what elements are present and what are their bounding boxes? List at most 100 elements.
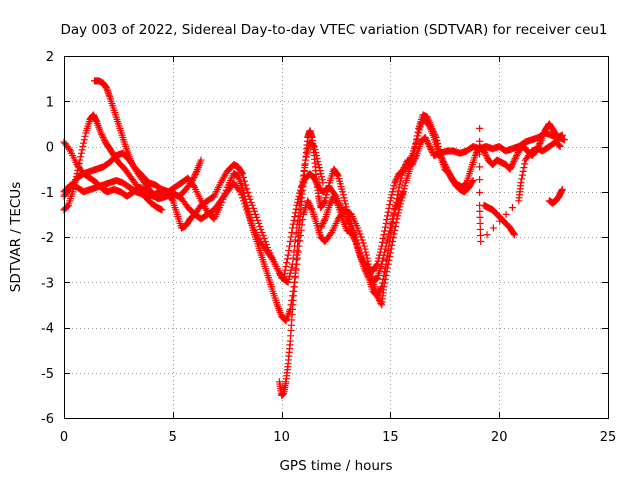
plus-marker [339,188,347,196]
plus-marker [325,182,333,190]
plus-marker [333,171,341,179]
plus-marker [429,127,437,135]
plus-marker [294,248,302,256]
plus-marker [382,271,390,279]
plus-marker [380,283,388,291]
plus-marker [246,215,254,223]
plus-marker [283,255,291,263]
plus-marker [426,144,434,152]
plus-marker [392,203,400,211]
plus-marker [285,275,293,283]
plus-marker [428,147,436,155]
plus-marker [253,213,261,221]
plus-marker [381,275,389,283]
plus-marker [268,254,276,262]
plus-marker [391,206,399,214]
plus-marker [319,179,327,187]
plus-marker [381,245,389,253]
plus-marker [367,274,375,282]
plus-marker [462,179,470,187]
series-track-i [545,185,566,207]
plus-marker [80,139,88,147]
plus-marker [381,248,389,256]
y-tick-label: 0 [46,141,54,156]
plus-marker [189,182,197,190]
plus-marker [389,238,397,246]
plus-marker [521,160,529,168]
plus-marker [288,263,296,271]
plus-marker [536,139,544,147]
plus-marker [396,180,404,188]
y-tick-label: -1 [41,186,54,201]
data-points [60,77,568,399]
plus-marker [389,188,397,196]
plus-marker [397,192,405,200]
y-tick-label: -6 [41,412,54,427]
plus-marker [506,165,514,173]
plus-marker [389,212,397,220]
plus-marker [77,153,85,161]
plus-marker [244,189,252,197]
plus-marker [476,201,484,209]
plus-marker [362,265,370,273]
plus-marker [476,137,484,145]
plus-marker [518,175,526,183]
plus-marker [507,164,515,172]
plus-marker [281,270,289,278]
plus-marker [509,159,517,167]
plus-marker [399,189,407,197]
plus-marker [250,207,258,215]
plus-marker [519,167,527,175]
plus-marker [158,206,166,214]
plus-marker [298,182,306,190]
y-tick-label: 2 [46,50,54,65]
plus-marker [307,204,315,212]
plus-marker [391,226,399,234]
plus-marker [351,236,359,244]
series-track-j [476,124,564,246]
plus-marker [395,183,403,191]
plus-marker [428,126,436,134]
plus-marker [241,200,249,208]
x-tick-label: 10 [273,430,290,445]
plus-marker [323,188,331,196]
plus-marker [556,143,564,150]
plus-marker [385,230,393,238]
plus-marker [558,131,566,139]
plus-marker [407,162,415,170]
plus-marker [423,136,431,144]
plus-marker [480,147,488,155]
plus-marker [433,136,441,144]
plus-marker [384,233,392,241]
plus-marker [520,164,528,172]
plus-marker [327,230,335,238]
plus-marker [75,163,83,171]
plus-marker [424,139,432,147]
plus-marker [384,208,392,216]
plus-marker [285,247,293,255]
plus-marker [238,194,246,202]
plus-marker [65,146,73,154]
plus-marker [389,215,397,223]
chart-title: Day 003 of 2022, Sidereal Day-to-day VTE… [60,22,607,38]
plus-marker [392,176,400,184]
plus-marker [390,182,398,190]
plus-marker [281,266,289,274]
plus-marker [477,231,485,239]
plus-marker [323,191,331,199]
plus-marker [423,138,431,146]
plus-marker [380,231,388,239]
plus-marker [407,159,415,167]
plus-marker [373,274,381,282]
plus-marker [408,156,416,164]
plus-marker [321,197,329,205]
plus-marker [243,185,251,193]
plus-marker [190,173,198,181]
plus-marker [476,176,484,184]
series-track-f [275,111,566,399]
plus-marker [422,135,430,143]
plus-marker [481,149,489,157]
plus-marker [365,269,373,277]
plus-marker [388,191,396,199]
plus-marker [356,230,364,238]
